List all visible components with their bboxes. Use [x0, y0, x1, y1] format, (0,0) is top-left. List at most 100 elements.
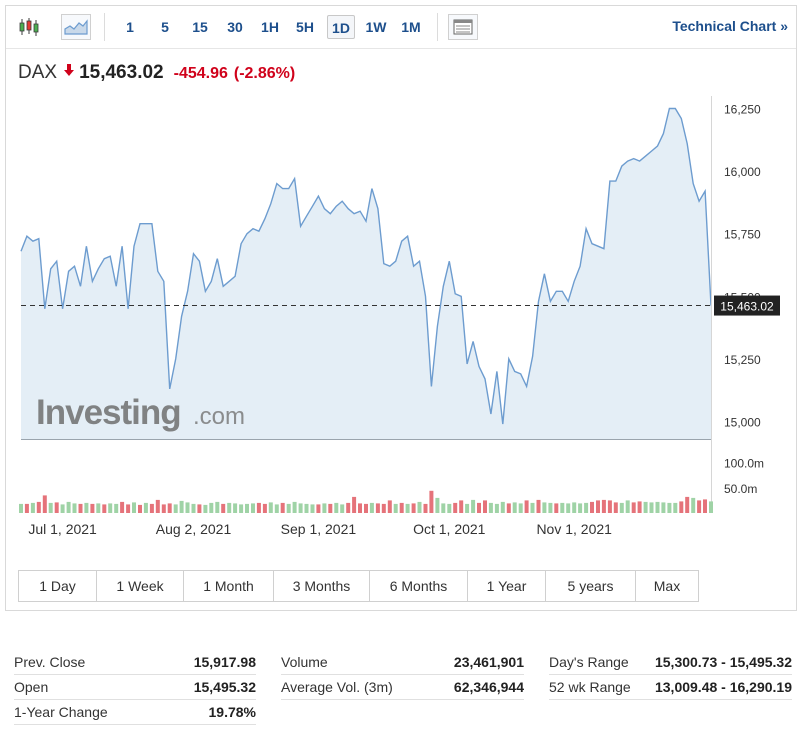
y-tick-label: 15,750	[724, 228, 761, 242]
interval-1w[interactable]: 1W	[365, 19, 387, 35]
stat-label: Prev. Close	[14, 654, 86, 670]
interval-15[interactable]: 15	[192, 19, 208, 35]
volume-bar	[590, 501, 594, 513]
volume-bar	[417, 501, 422, 513]
interval-5h[interactable]: 5H	[296, 19, 314, 35]
watermark-suffix: .com	[193, 403, 245, 430]
volume-bar	[471, 499, 476, 513]
volume-bar	[340, 504, 345, 513]
volume-bar	[369, 502, 374, 513]
volume-bar	[316, 504, 321, 513]
interval-1[interactable]: 1	[126, 19, 134, 35]
last-price-label: 15,463.02	[720, 300, 774, 314]
price-chart[interactable]: Investing .com 16,25016,00015,75015,5001…	[6, 96, 796, 556]
volume-bar	[36, 501, 41, 513]
candlestick-icon[interactable]	[14, 14, 44, 40]
volume-bar	[24, 503, 29, 513]
quote-price: 15,463.02	[79, 62, 164, 83]
volume-bar	[566, 503, 571, 513]
volume-bar	[447, 503, 452, 513]
volume-bar	[399, 502, 404, 513]
interval-1m[interactable]: 1M	[401, 19, 421, 35]
volume-bar	[358, 503, 362, 513]
volume-bar	[280, 502, 285, 513]
volume-bar	[542, 502, 547, 513]
stat-value: 62,346,944	[453, 679, 524, 695]
volume-bar	[90, 503, 95, 513]
stat-label: Day's Range	[549, 654, 629, 670]
volume-bar	[268, 502, 273, 513]
volume-bar	[483, 500, 487, 513]
volume-bar	[703, 499, 707, 513]
x-tick-label: Sep 1, 2021	[281, 521, 357, 537]
volume-bar	[66, 501, 71, 513]
volume-bar	[673, 502, 678, 513]
volume-bar	[286, 503, 291, 513]
volume-bar	[393, 503, 398, 513]
volume-bar	[518, 503, 523, 513]
stat-label: Open	[14, 679, 49, 695]
range-1-month[interactable]: 1 Month	[184, 571, 274, 601]
volume-bar	[292, 501, 297, 513]
price-area	[20, 107, 712, 440]
volume-bar	[149, 503, 154, 513]
volume-bar	[185, 502, 190, 513]
range-1-year[interactable]: 1 Year	[468, 571, 546, 601]
volume-bar	[488, 502, 493, 513]
interval-1d[interactable]: 1D	[327, 15, 355, 39]
volume-bar	[441, 503, 446, 513]
volume-bar	[613, 502, 618, 513]
price-line	[20, 107, 712, 425]
volume-bar	[619, 502, 624, 513]
interval-1h[interactable]: 1H	[261, 19, 279, 35]
stats-column-3: Day's Range 15,300.73 - 15,495.32 52 wk …	[549, 650, 792, 700]
range-5-years[interactable]: 5 years	[546, 571, 636, 601]
volume-bar	[524, 500, 529, 513]
volume-bar	[607, 500, 612, 513]
volume-bar	[625, 500, 630, 513]
volume-bar	[78, 503, 83, 513]
volume-bar	[298, 503, 303, 513]
interval-5[interactable]: 5	[161, 19, 169, 35]
toolbar-separator	[104, 13, 105, 41]
volume-bar	[334, 502, 339, 513]
y-tick-label: 16,000	[724, 165, 761, 179]
technical-chart-link[interactable]: Technical Chart »	[672, 18, 788, 34]
stat-row-average-volume: Average Vol. (3m) 62,346,944	[281, 675, 524, 700]
volume-bar	[155, 499, 160, 513]
volume-bar	[179, 500, 184, 513]
down-arrow-icon	[64, 63, 75, 81]
range-3-months[interactable]: 3 Months	[274, 571, 370, 601]
volume-tick-label: 100.0m	[724, 457, 764, 471]
stat-value: 15,917.98	[193, 654, 256, 670]
volume-bar	[548, 502, 553, 513]
volume-bar	[477, 502, 481, 513]
table-icon[interactable]	[448, 14, 478, 40]
volume-bar	[649, 502, 654, 513]
area-chart-icon[interactable]	[61, 14, 91, 40]
stat-row-volume: Volume 23,461,901	[281, 650, 524, 675]
range-1-day[interactable]: 1 Day	[19, 571, 97, 601]
range-1-week[interactable]: 1 Week	[97, 571, 184, 601]
interval-30[interactable]: 30	[227, 19, 243, 35]
y-tick-label: 15,000	[724, 416, 761, 430]
volume-bar	[84, 502, 89, 513]
volume-bar	[54, 502, 59, 513]
volume-bar	[578, 503, 583, 513]
volume-bar	[42, 495, 47, 513]
volume-bar	[423, 503, 428, 513]
volume-bars	[19, 490, 713, 513]
volume-bar	[554, 503, 559, 513]
stat-value: 23,461,901	[453, 654, 524, 670]
volume-bar	[560, 502, 565, 513]
stat-row-prev-close: Prev. Close 15,917.98	[14, 650, 256, 675]
volume-bar	[143, 502, 148, 513]
volume-bar	[429, 490, 434, 513]
quote-change: -454.96	[173, 65, 228, 82]
volume-bar	[596, 500, 600, 513]
range-max[interactable]: Max	[636, 571, 698, 601]
volume-bar	[251, 503, 255, 513]
range-6-months[interactable]: 6 Months	[370, 571, 468, 601]
volume-bar	[108, 503, 113, 513]
volume-bar	[643, 501, 648, 513]
